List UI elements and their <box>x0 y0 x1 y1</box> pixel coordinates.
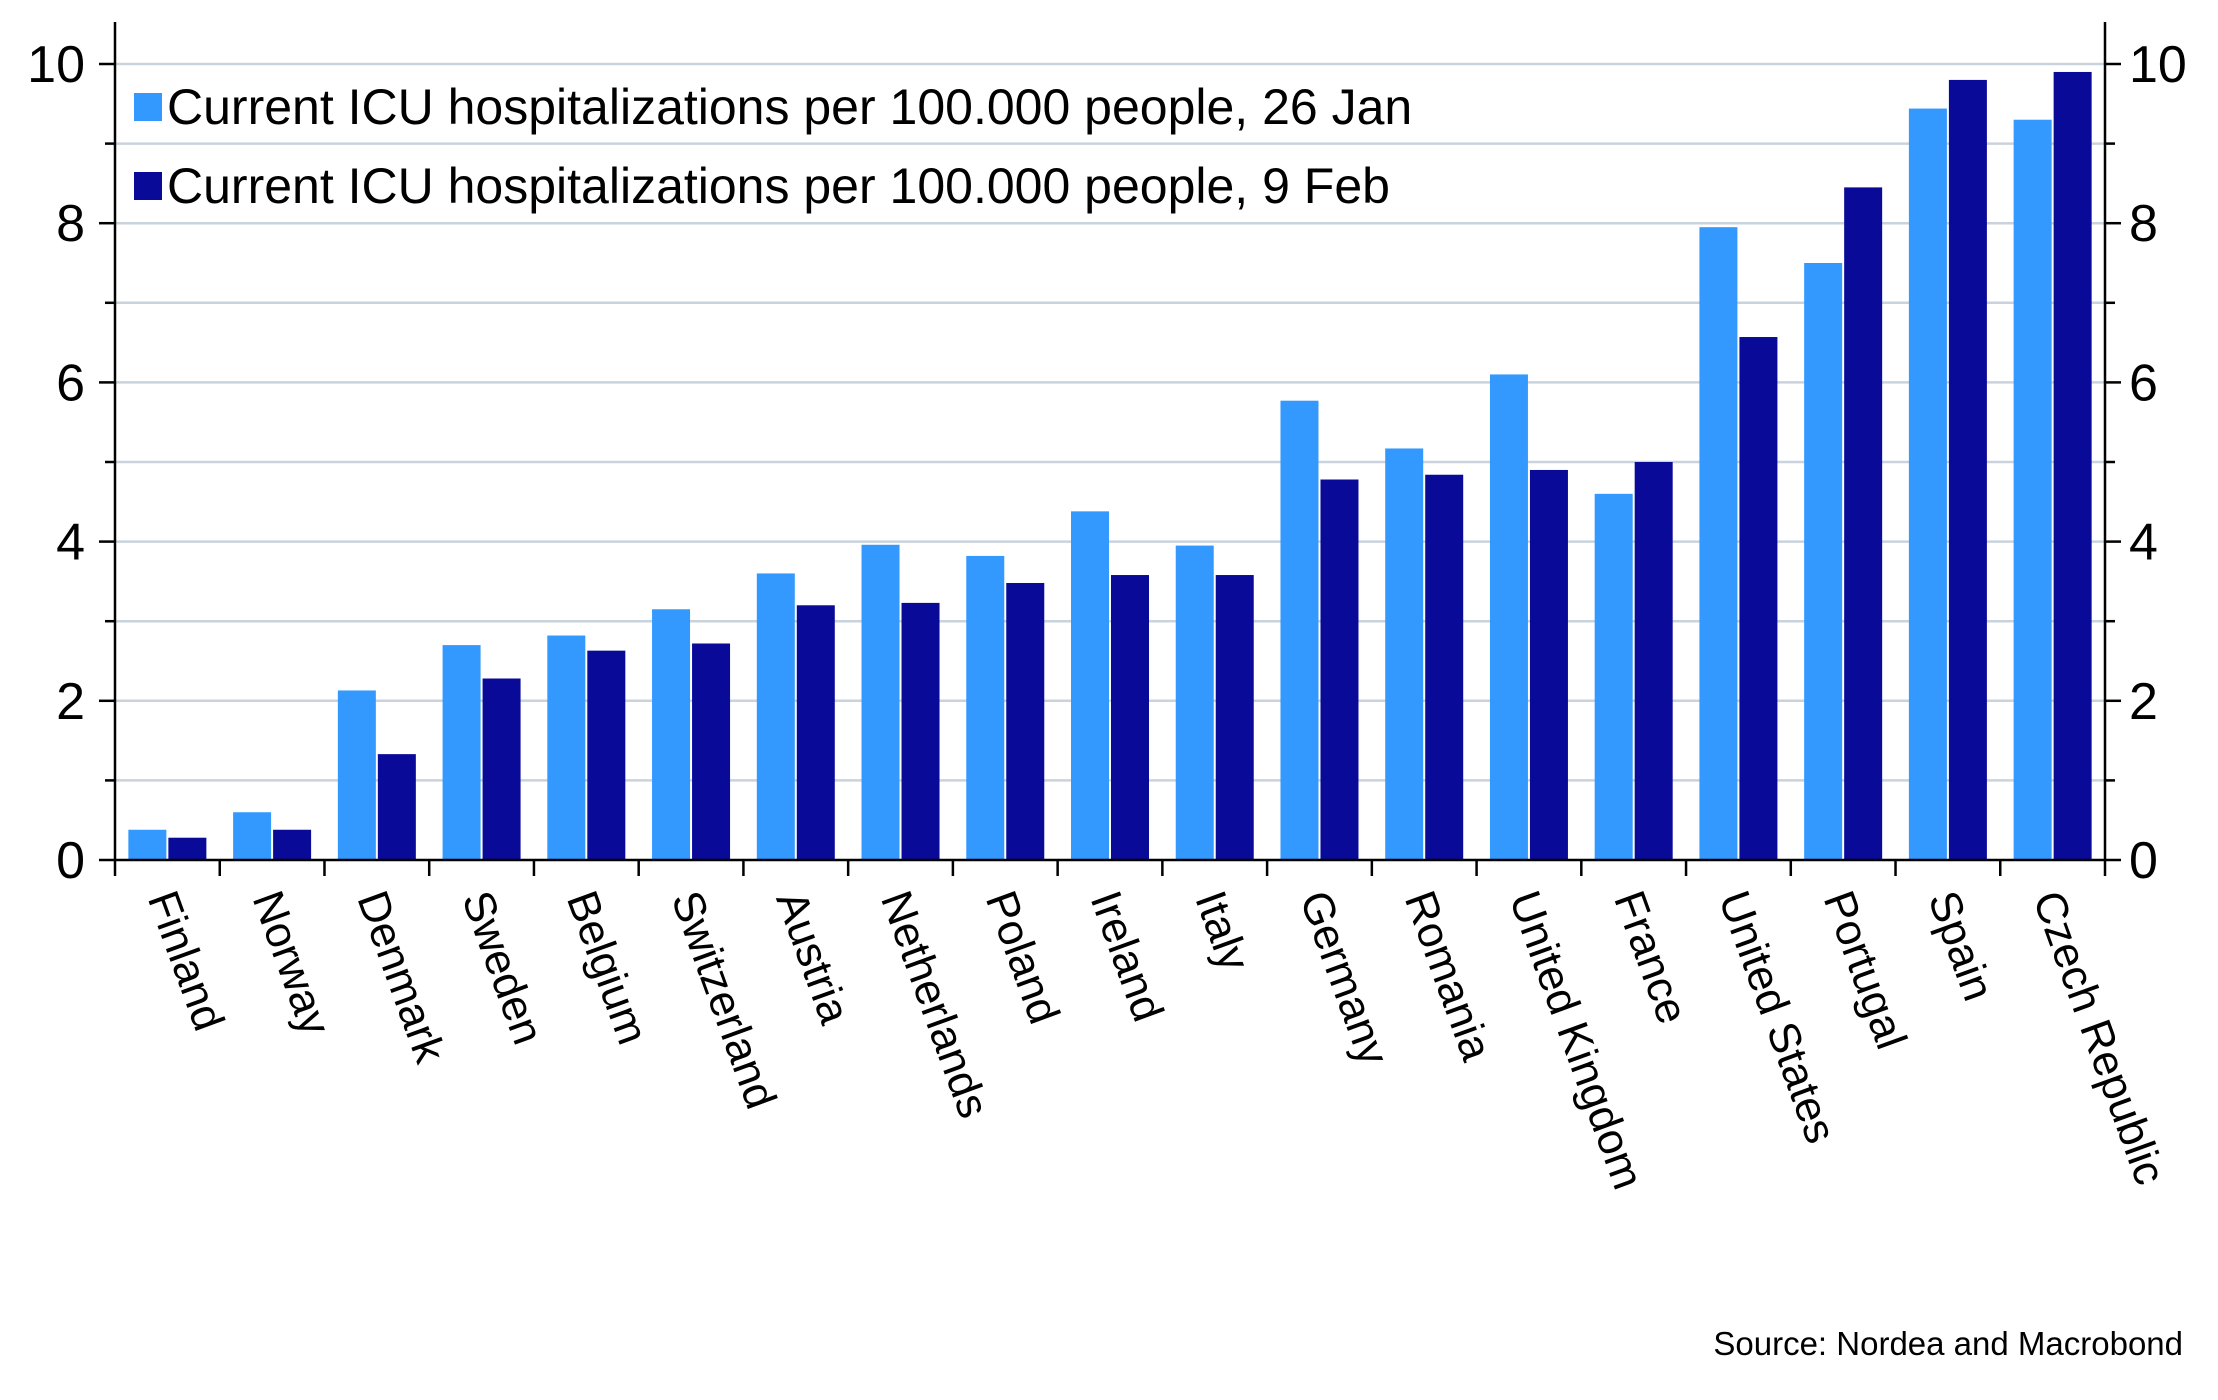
category-label: Ireland <box>1081 885 1173 1028</box>
bar-26-jan-romania <box>1385 448 1424 860</box>
legend-label-9-feb: Current ICU hospitalizations per 100.000… <box>167 158 1390 214</box>
y-tick-label-right: 8 <box>2129 195 2158 253</box>
bar-26-jan-czech-republic <box>2013 119 2052 861</box>
bar-9-feb-norway <box>273 829 312 860</box>
y-tick-label-right: 4 <box>2129 514 2158 572</box>
bar-26-jan-italy <box>1175 545 1214 860</box>
bar-9-feb-france <box>1634 462 1673 860</box>
bar-9-feb-belgium <box>587 650 626 860</box>
category-label: France <box>1604 885 1697 1030</box>
bar-9-feb-netherlands <box>901 602 940 860</box>
y-tick-label-left: 10 <box>27 36 85 94</box>
category-label: Austria <box>766 885 859 1031</box>
bar-9-feb-czech-republic <box>2053 71 2092 860</box>
category-label: Netherlands <box>871 885 998 1125</box>
bar-9-feb-ireland <box>1111 575 1149 860</box>
category-label: Romania <box>1395 885 1501 1068</box>
bar-26-jan-denmark <box>337 690 376 860</box>
bar-26-jan-ireland <box>1071 511 1109 860</box>
bar-9-feb-denmark <box>377 754 416 860</box>
bar-26-jan-norway <box>233 812 272 860</box>
legend: Current ICU hospitalizations per 100.000… <box>134 79 1412 214</box>
bar-26-jan-austria <box>756 573 795 860</box>
legend-swatch-26-jan <box>134 93 162 121</box>
bar-26-jan-switzerland <box>652 609 691 860</box>
y-tick-label-right: 6 <box>2129 354 2158 412</box>
bar-9-feb-italy <box>1215 575 1254 860</box>
axes <box>99 22 2121 876</box>
bar-9-feb-finland <box>168 837 207 860</box>
tick-labels: 0 0 2 2 4 4 6 6 8 8 10 10 <box>27 36 2187 890</box>
category-label: Denmark <box>347 885 454 1070</box>
bar-26-jan-united-kingdom <box>1489 374 1528 860</box>
source-note: Source: Nordea and Macrobond <box>1713 1325 2183 1362</box>
category-label: Germany <box>1290 885 1398 1072</box>
bar-9-feb-switzerland <box>692 643 731 860</box>
y-tick-label-right: 2 <box>2129 673 2158 731</box>
category-label: Belgium <box>557 885 657 1051</box>
bars <box>128 71 2092 861</box>
y-tick-label-right: 0 <box>2129 832 2158 890</box>
category-label: Portugal <box>1814 885 1916 1056</box>
bar-26-jan-netherlands <box>861 544 900 860</box>
bar-26-jan-poland <box>966 555 1005 860</box>
category-label: Finland <box>138 885 233 1037</box>
bar-9-feb-germany <box>1320 479 1359 860</box>
category-label: Sweden <box>452 885 552 1051</box>
legend-label-26-jan: Current ICU hospitalizations per 100.000… <box>167 79 1412 135</box>
bar-9-feb-romania <box>1425 474 1464 860</box>
category-label: Italy <box>1185 885 1259 978</box>
bar-26-jan-spain <box>1908 108 1947 861</box>
bar-26-jan-finland <box>128 829 167 860</box>
bar-26-jan-france <box>1594 493 1633 860</box>
bar-9-feb-spain <box>1948 79 1987 861</box>
bar-26-jan-sweden <box>442 645 481 860</box>
bar-9-feb-united-states <box>1739 337 1778 860</box>
y-tick-label-left: 4 <box>56 514 85 572</box>
y-tick-label-left: 2 <box>56 673 85 731</box>
bar-26-jan-portugal <box>1804 263 1843 860</box>
y-tick-label-left: 8 <box>56 195 85 253</box>
bar-26-jan-united-states <box>1699 227 1738 860</box>
category-label: Spain <box>1918 885 2003 1008</box>
legend-swatch-9-feb <box>134 172 162 200</box>
category-label: Norway <box>243 885 340 1042</box>
bar-9-feb-austria <box>796 605 835 860</box>
category-label: Switzerland <box>662 885 786 1115</box>
bar-26-jan-belgium <box>547 635 586 860</box>
y-tick-label-left: 0 <box>56 832 85 890</box>
y-tick-label-left: 6 <box>56 354 85 412</box>
bar-9-feb-portugal <box>1844 187 1883 860</box>
bar-26-jan-germany <box>1280 400 1319 860</box>
category-label: Czech Republic <box>2023 885 2174 1191</box>
category-label: Poland <box>976 885 1069 1031</box>
bar-9-feb-united-kingdom <box>1529 469 1568 860</box>
bar-9-feb-sweden <box>482 678 521 860</box>
bar-9-feb-poland <box>1006 582 1045 860</box>
y-tick-label-right: 10 <box>2129 36 2187 94</box>
